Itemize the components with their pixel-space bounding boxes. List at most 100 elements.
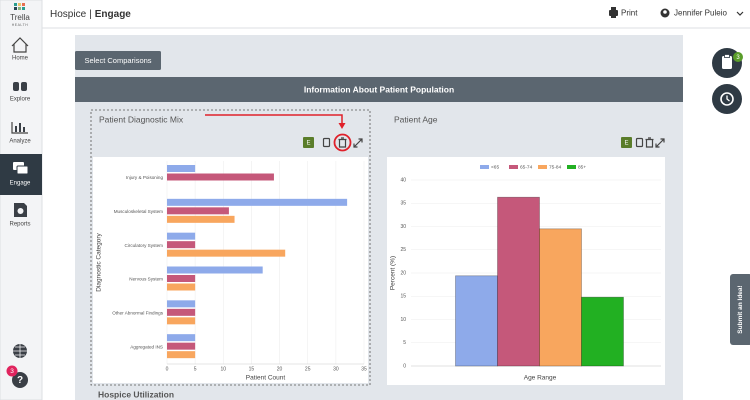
export-label[interactable]: E <box>624 140 628 146</box>
y-tick-label: 0 <box>403 363 406 369</box>
user-name[interactable]: Jennifer Puleio <box>674 9 727 18</box>
x-tick-label: 35 <box>361 366 367 372</box>
x-tick-label: 25 <box>305 366 311 372</box>
y-tick-label: Circulatory System <box>124 243 163 248</box>
section-title: Information About Patient Population <box>304 84 454 94</box>
bar <box>167 317 196 325</box>
bar <box>167 241 196 249</box>
legend-swatch <box>567 165 576 169</box>
y-axis-label: Percent (%) <box>390 256 397 290</box>
nav-label[interactable]: Explore <box>10 97 31 103</box>
help-button[interactable]: ? 3 <box>6 365 29 389</box>
export-label[interactable]: E <box>306 140 310 146</box>
y-tick-label: 10 <box>400 317 406 323</box>
select-comparisons-button[interactable]: Select Comparisons <box>75 51 161 70</box>
bar <box>167 173 274 181</box>
nav-engage[interactable]: Engage <box>0 154 42 195</box>
user-menu[interactable]: Jennifer Puleio <box>660 8 744 18</box>
history-float-button[interactable] <box>712 84 742 114</box>
clipboard-float-button[interactable]: 3 <box>712 48 743 78</box>
panel-border <box>90 109 371 386</box>
x-tick-label: 5 <box>194 366 197 372</box>
legend-label: 65-74 <box>520 165 533 171</box>
print-button[interactable]: Print <box>609 7 638 18</box>
page-name: Engage <box>95 9 132 20</box>
print-label[interactable]: Print <box>621 9 638 18</box>
y-tick-label: Injury & Poisoning <box>126 175 163 180</box>
x-tick-label: 15 <box>249 366 255 372</box>
next-section-title: Hospice Utilization <box>98 389 174 399</box>
y-tick-label: 20 <box>400 270 406 276</box>
breadcrumb: Hospice | Engage <box>50 9 131 20</box>
legend-label: 75-84 <box>549 165 562 171</box>
bar <box>167 334 196 342</box>
x-tick-label: 20 <box>277 366 283 372</box>
bar <box>167 283 196 291</box>
delete-button[interactable] <box>645 137 654 148</box>
help-badge: 3 <box>10 368 14 375</box>
bar <box>167 351 196 359</box>
expand-button[interactable] <box>655 138 665 148</box>
product: Hospice <box>50 9 87 20</box>
x-tick-label: 10 <box>221 366 227 372</box>
bar <box>167 165 196 172</box>
x-tick-label: 0 <box>166 366 169 372</box>
x-tick-label: 30 <box>333 366 339 372</box>
bar <box>167 342 196 350</box>
copy-button[interactable] <box>635 137 644 148</box>
y-tick-label: 30 <box>400 224 406 230</box>
nav-label[interactable]: Reports <box>9 222 30 228</box>
nav-reports[interactable]: Reports <box>9 203 31 228</box>
sidebar <box>0 0 43 400</box>
bar <box>167 198 348 206</box>
nav-label[interactable]: Home <box>12 56 29 62</box>
y-tick-label: Other Abnormal Findings <box>112 310 164 315</box>
bar <box>167 249 286 257</box>
globe-button[interactable] <box>13 344 27 358</box>
nav-label[interactable]: Analyze <box>9 139 31 145</box>
expand-button[interactable] <box>353 138 363 148</box>
bar <box>455 275 498 367</box>
submit-idea-tab[interactable]: Submit an Idea! <box>730 274 750 345</box>
svg-text:?: ? <box>17 375 23 386</box>
nav-home[interactable]: Home <box>11 37 29 62</box>
nav-analyze[interactable]: Analyze <box>9 122 31 145</box>
legend-swatch <box>480 165 489 169</box>
panel-title: Patient Diagnostic Mix <box>99 114 184 124</box>
legend-label: <65 <box>491 165 499 171</box>
y-tick-label: 35 <box>400 201 406 207</box>
delete-button[interactable] <box>338 137 347 148</box>
y-tick-label: 40 <box>400 177 406 183</box>
section-header <box>75 77 683 102</box>
y-axis-label: Diagnostic Category <box>96 232 103 291</box>
legend-label: 85+ <box>578 165 586 171</box>
logo: Trella <box>10 13 30 22</box>
y-tick-label: 5 <box>403 340 406 346</box>
nav-explore[interactable]: Explore <box>10 82 31 103</box>
logo-sub: HEALTH <box>12 23 29 27</box>
export-button[interactable]: E <box>303 137 314 148</box>
bar <box>539 228 582 367</box>
copy-button[interactable] <box>322 137 331 148</box>
bar <box>167 275 196 282</box>
legend-swatch <box>509 165 518 169</box>
bar <box>167 300 196 308</box>
export-button[interactable]: E <box>621 137 632 148</box>
submit-idea-label[interactable]: Submit an Idea! <box>737 285 744 333</box>
y-tick-label: Musculoskeletal System <box>114 209 163 214</box>
annotation-arrow <box>205 114 352 152</box>
button-label[interactable]: Select Comparisons <box>84 56 151 65</box>
bar <box>581 296 624 367</box>
y-tick-label: 25 <box>400 247 406 253</box>
x-axis-label: Patient Count <box>246 375 286 382</box>
bar <box>167 215 235 223</box>
separator: | <box>89 9 92 20</box>
float-badge: 3 <box>736 55 740 61</box>
x-axis-label: Age Range <box>524 375 557 382</box>
nav-label[interactable]: Engage <box>10 181 31 187</box>
bar <box>167 232 196 240</box>
bar <box>167 207 229 215</box>
bar <box>167 308 196 316</box>
